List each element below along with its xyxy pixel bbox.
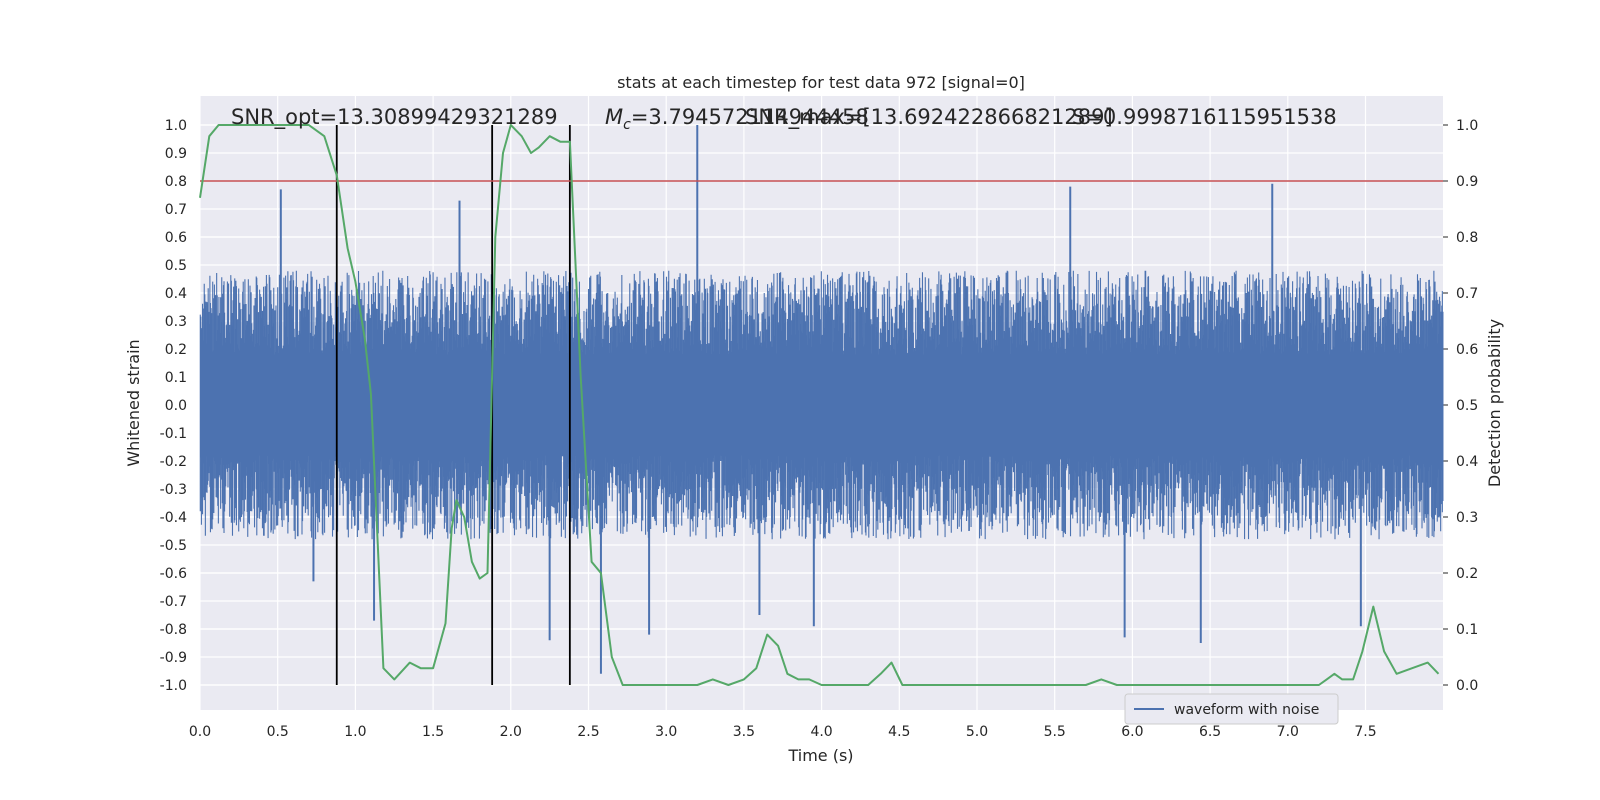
- y-left-tick-label: -1.0: [160, 678, 187, 694]
- y-right-tick-labels: 1.0 0.9 0.8 0.7 0.6 0.5 0.4 0.3 0.2 0.1 0.0: [1456, 118, 1478, 694]
- y-right-tick-label: 0.9: [1456, 174, 1478, 190]
- x-tick-label: 0.0: [189, 724, 211, 740]
- y-right-tick-label: 0.6: [1456, 342, 1478, 358]
- legend: waveform with noise: [1124, 693, 1339, 725]
- y-right-tick-label: 0.2: [1456, 566, 1478, 582]
- y-left-tick-labels: 1.0 0.9 0.8 0.7 0.6 0.5 0.4 0.3 0.2 0.1 0.0 -0.1 -0.…: [160, 118, 187, 694]
- y-left-tick-label: 0.9: [165, 146, 187, 162]
- x-tick-label: 3.0: [655, 724, 677, 740]
- y-left-tick-label: -0.7: [160, 594, 187, 610]
- waveform-trace: [199, 270, 1444, 540]
- x-tick-label: 0.5: [267, 724, 289, 740]
- x-axis-label: Time (s): [787, 746, 853, 765]
- y-right-tick-label: 0.4: [1456, 454, 1478, 470]
- x-tick-label: 5.0: [966, 724, 988, 740]
- y-left-tick-label: 0.0: [165, 398, 187, 414]
- legend-box: [1124, 693, 1339, 725]
- y-left-tick-label: 0.8: [165, 174, 187, 190]
- x-tick-label: 6.5: [1199, 724, 1221, 740]
- y-left-tick-label: 1.0: [165, 118, 187, 134]
- annotation-snr-max: SNR_max=[13.692422866821289]: [745, 105, 1113, 130]
- y-left-tick-label: -0.8: [160, 622, 187, 638]
- y-right-tick-label: 0.0: [1456, 678, 1478, 694]
- x-tick-label: 1.0: [344, 724, 366, 740]
- y-left-tick-label: 0.4: [165, 286, 187, 302]
- annotation-s: S=0.9998716115951538: [1072, 105, 1337, 129]
- x-tick-label: 7.5: [1354, 724, 1376, 740]
- y-left-tick-label: 0.1: [165, 370, 187, 386]
- x-tick-label: 2.0: [500, 724, 522, 740]
- y-left-tick-label: -0.6: [160, 566, 187, 582]
- annotation-snr-opt: SNR_opt=13.30899429321289: [231, 105, 558, 130]
- x-tick-label: 5.5: [1044, 724, 1066, 740]
- y-right-tick-label: 1.0: [1456, 118, 1478, 134]
- y-axis-label-left: Whitened strain: [124, 339, 143, 466]
- y-left-tick-label: -0.3: [160, 482, 187, 498]
- y-left-tick-label: 0.3: [165, 314, 187, 330]
- y-left-tick-label: 0.7: [165, 202, 187, 218]
- y-left-tick-label: -0.5: [160, 538, 187, 554]
- x-tick-label: 7.0: [1277, 724, 1299, 740]
- x-tick-labels: 0.0 0.5 1.0 1.5 2.0 2.5 3.0 3.5 4.0 4.5 5.0 5.5 6.0 6…: [189, 724, 1377, 740]
- y-left-tick-label: 0.5: [165, 258, 187, 274]
- y-left-tick-label: -0.1: [160, 426, 187, 442]
- y-left-tick-label: 0.2: [165, 342, 187, 358]
- legend-label: waveform with noise: [1174, 702, 1319, 718]
- annotation-mc-subscript: c: [623, 117, 631, 133]
- probability-series: [199, 124, 1440, 686]
- probability-line: [199, 124, 1440, 686]
- y-left-tick-label: 0.6: [165, 230, 187, 246]
- x-tick-label: 3.5: [733, 724, 755, 740]
- y-right-tick-label: 0.7: [1456, 286, 1478, 302]
- y-left-tick-label: -0.2: [160, 454, 187, 470]
- annotation-mc: Mc=3.794572114944458: [605, 105, 869, 133]
- y-left-tick-label: -0.9: [160, 650, 187, 666]
- x-tick-label: 1.5: [422, 724, 444, 740]
- waveform-series: [199, 125, 1444, 674]
- y-left-tick-label: -0.4: [160, 510, 187, 526]
- x-tick-label: 4.0: [810, 724, 832, 740]
- annotation-mc-value: =3.794572114944458: [631, 105, 869, 129]
- chart-title: stats at each timestep for test data 972…: [617, 73, 1025, 92]
- annotation-mc-symbol: M: [605, 105, 623, 129]
- y-right-tick-label: 0.5: [1456, 398, 1478, 414]
- y-axis-label-right: Detection probability: [1485, 319, 1504, 487]
- x-tick-label: 6.0: [1121, 724, 1143, 740]
- x-tick-label: 4.5: [888, 724, 910, 740]
- y-right-tick-label: 0.8: [1456, 230, 1478, 246]
- x-tick-label: 2.5: [577, 724, 599, 740]
- y-right-tick-label: 0.3: [1456, 510, 1478, 526]
- y-right-tick-label: 0.1: [1456, 622, 1478, 638]
